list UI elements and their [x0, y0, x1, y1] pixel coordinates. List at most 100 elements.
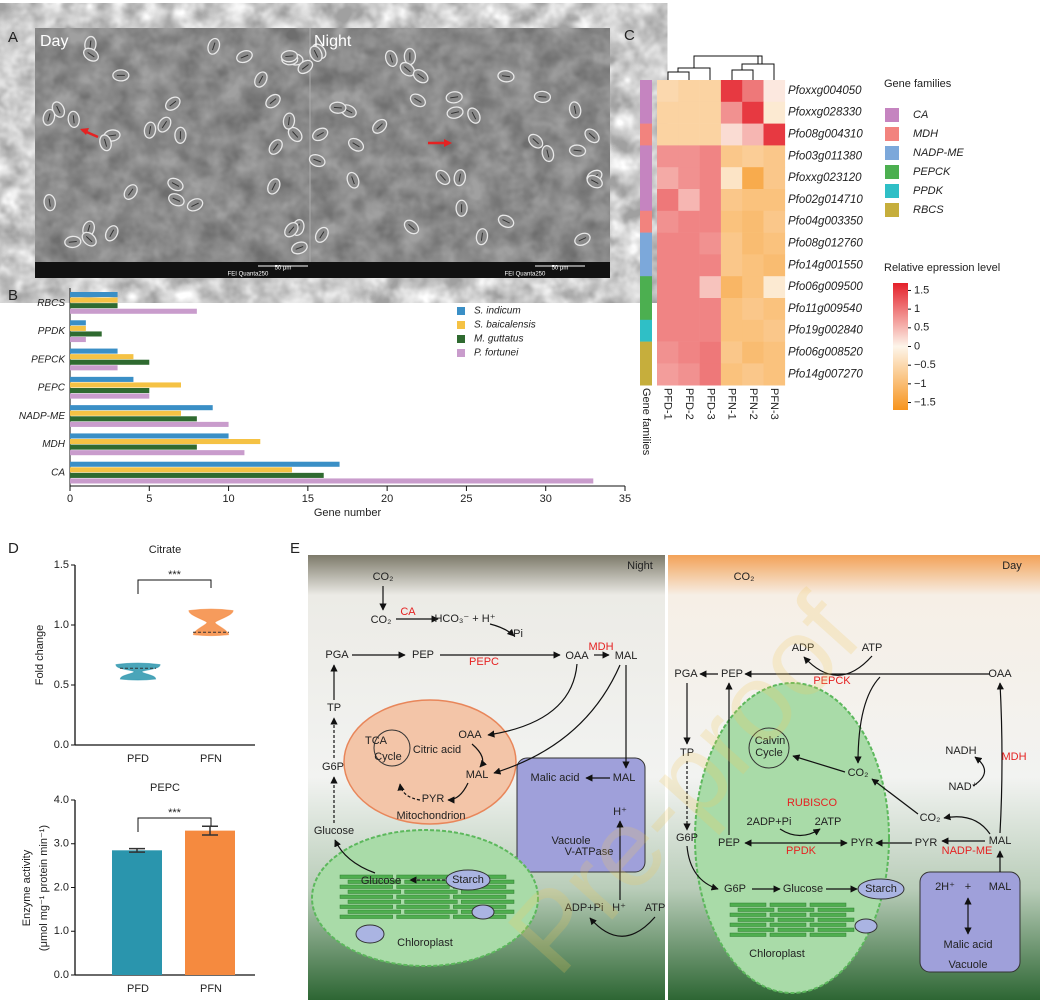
legend-label: S. indicum — [474, 306, 521, 317]
granum — [809, 912, 847, 917]
heat-cell — [720, 167, 743, 190]
granum — [809, 922, 847, 927]
dendrogram — [667, 55, 775, 80]
diagram-label: TCA — [365, 735, 388, 747]
heat-cell — [699, 298, 722, 321]
legend-swatch — [885, 127, 899, 141]
stoma-slit — [169, 100, 177, 107]
heat-cell — [657, 123, 679, 146]
stoma-slit — [573, 105, 577, 114]
stoma-slit — [103, 138, 108, 147]
bar — [70, 331, 102, 337]
error-bar — [202, 825, 218, 836]
stoma-slit — [85, 236, 93, 243]
granum — [809, 902, 847, 907]
heat-cell — [657, 254, 679, 277]
y-tick-label: MDH — [42, 439, 66, 450]
heat-cell — [699, 101, 722, 124]
stoma-slit — [439, 174, 446, 181]
diagram-label: TP — [327, 702, 341, 714]
legend-label: M. guttatus — [474, 334, 523, 345]
stoma-slit — [72, 115, 75, 124]
heat-cell — [720, 363, 743, 386]
colorbar-tick-label: 1 — [914, 303, 920, 315]
granum — [396, 874, 450, 879]
stoma-slit — [344, 108, 353, 114]
row-label: Pfo08g012760 — [788, 238, 863, 250]
column-label: PFD-3 — [704, 388, 716, 420]
y-tick-label: 1.0 — [54, 925, 69, 937]
stoma-slit — [588, 132, 596, 139]
diagram-label: ATP — [645, 902, 666, 914]
red-arrowhead — [80, 128, 89, 135]
family-cell — [640, 232, 652, 255]
bar — [70, 450, 245, 456]
stoma-slit — [480, 232, 484, 241]
granum — [777, 927, 815, 932]
diagram-label: PYR — [851, 837, 874, 849]
granum — [729, 922, 767, 927]
stoma-slit — [546, 149, 550, 158]
panel-label: E — [290, 540, 300, 557]
panel-a: 50 μm 50 μm FEI Quanta250 FEI Quanta250 … — [35, 28, 610, 278]
heat-cell — [657, 276, 679, 299]
heat-cell — [720, 276, 743, 299]
stoma-slit — [89, 40, 92, 49]
bar — [70, 410, 181, 416]
granum — [769, 922, 807, 927]
diagram-label: PYR — [915, 837, 938, 849]
column-label: PFN-1 — [726, 388, 738, 420]
diagram-label: Night — [627, 560, 653, 572]
arrow — [972, 756, 986, 787]
x-tick-label: 35 — [619, 493, 631, 505]
diagram-label: CO₂ — [920, 812, 941, 824]
row-label: Pfoxxg023120 — [788, 172, 862, 184]
diagram-label: MAL — [615, 650, 638, 662]
stoma-slit — [502, 219, 510, 224]
diagram-label: ADP+Pi — [565, 902, 604, 914]
granum — [737, 917, 775, 922]
diagram-label: CO₂ — [371, 614, 392, 626]
diagram-label: Pi — [513, 628, 523, 640]
tca-cycle — [373, 729, 411, 767]
heat-cell — [763, 123, 786, 146]
y-tick-label: RBCS — [37, 298, 65, 309]
stoma-slit — [301, 64, 309, 70]
heat-cell — [742, 145, 764, 168]
stoma-slit — [471, 111, 477, 120]
heat-cell — [763, 210, 786, 233]
bar — [70, 444, 197, 450]
granum — [396, 894, 450, 899]
stoma-slit — [450, 96, 459, 99]
y-tick-label: 1.0 — [54, 619, 69, 631]
row-label: Pfo06g008520 — [788, 347, 863, 359]
bar — [70, 461, 340, 467]
diagram-label: V-ATPase — [565, 846, 614, 858]
column-label: PFN-3 — [768, 388, 780, 420]
column-label: PFN-2 — [747, 388, 759, 420]
stoma-slit — [389, 54, 393, 63]
stoma-slit — [48, 198, 51, 207]
granum — [817, 917, 855, 922]
row-label: Pfoxxg004050 — [788, 85, 862, 97]
granule — [854, 918, 878, 934]
arrow — [996, 682, 1004, 834]
granum — [339, 874, 393, 879]
bar — [70, 359, 150, 365]
family-cell — [640, 298, 652, 321]
granum — [769, 912, 807, 917]
heat-cell — [720, 80, 743, 103]
diagram-label: Glucose — [783, 883, 823, 895]
row-label: Pfo04g003350 — [788, 216, 863, 228]
legend-swatch — [885, 184, 899, 198]
y-tick-label: PPDK — [38, 326, 67, 337]
diagram-label: TP — [680, 747, 694, 759]
legend-swatch — [457, 307, 465, 315]
heat-cell — [742, 232, 764, 255]
diagram-label: PEP — [412, 649, 434, 661]
diagram-label: MDH — [588, 641, 613, 653]
y-tick-label: 4.0 — [54, 794, 69, 806]
row-label: Pfo03g011380 — [788, 150, 863, 162]
